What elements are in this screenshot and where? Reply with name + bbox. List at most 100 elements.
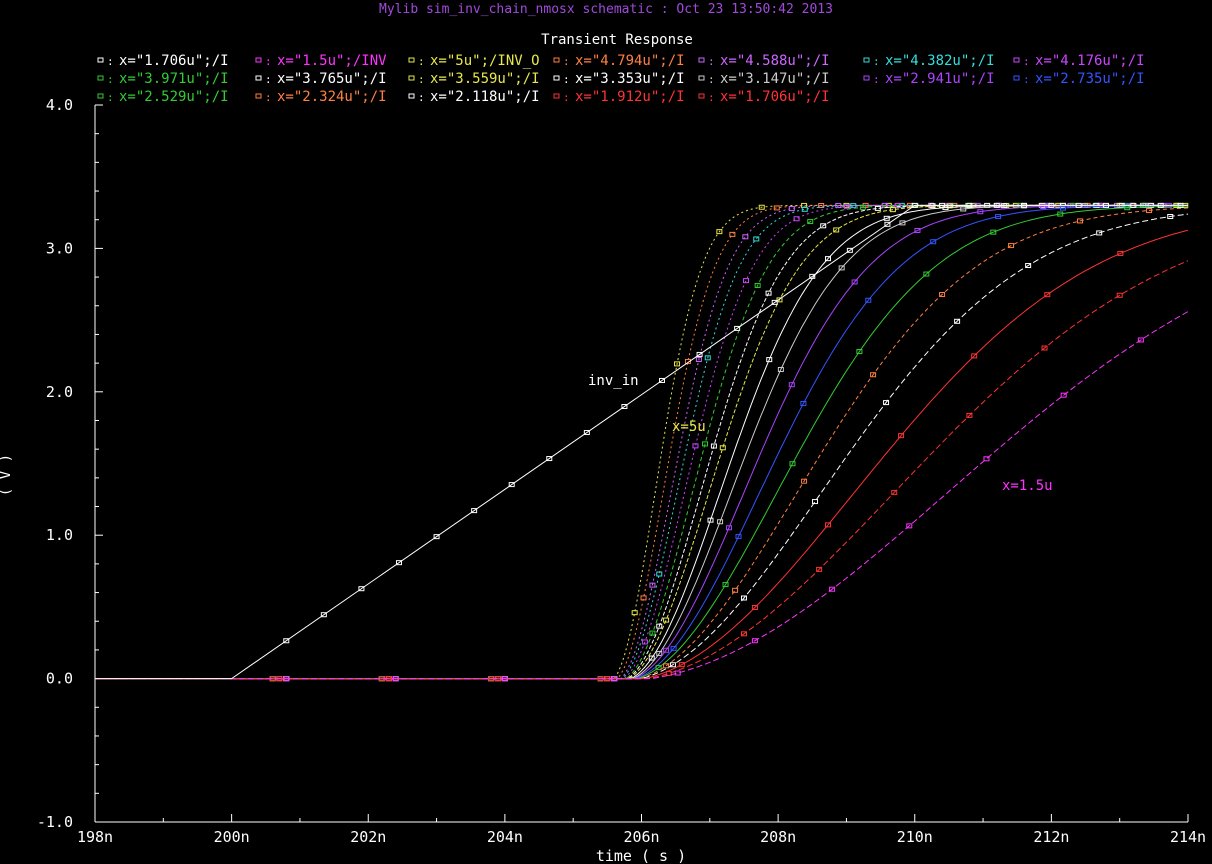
series-marker <box>930 239 937 245</box>
legend-marker <box>97 93 104 99</box>
series-marker <box>740 631 747 637</box>
legend-colon: : <box>873 73 880 86</box>
legend-colon: : <box>265 91 272 104</box>
legend-label: x="3.147u";/I <box>720 71 830 87</box>
series-marker <box>894 202 901 208</box>
chart-title: Transient Response <box>541 32 693 48</box>
y-tick-label: 1.0 <box>46 526 73 544</box>
input-marker <box>433 534 440 540</box>
legend-marker <box>408 75 415 81</box>
series-marker <box>684 358 691 364</box>
x-tick-label: 204n <box>487 828 523 846</box>
y-tick-label: 0.0 <box>46 670 73 688</box>
series-marker <box>800 401 807 407</box>
legend-colon: : <box>418 55 425 68</box>
series-marker <box>788 382 795 388</box>
legend-item: : x="1.912u";/I <box>553 89 685 105</box>
legend-label: x="2.941u";/I <box>885 71 995 87</box>
legend-label: x="1.706u";/I <box>720 89 830 105</box>
series-marker <box>631 610 638 616</box>
series-marker <box>776 297 783 303</box>
series-marker <box>856 349 863 355</box>
legend-marker <box>408 93 415 99</box>
series-marker <box>850 203 857 209</box>
series-marker <box>641 639 648 645</box>
series-marker <box>801 478 808 484</box>
y-tick-label: 2.0 <box>46 383 73 401</box>
series-line <box>95 204 1188 680</box>
series-marker <box>716 229 723 235</box>
series-marker <box>656 623 663 629</box>
legend-label: x="2.735u";/I <box>1035 71 1145 87</box>
series-line <box>95 204 1188 680</box>
legend-item: : x="3.971u";/I <box>97 71 229 87</box>
series-marker <box>824 256 831 262</box>
series-marker <box>870 372 877 378</box>
series-marker <box>655 665 662 671</box>
legend-label: x="4.794u";/I <box>575 53 685 69</box>
legend-colon: : <box>418 73 425 86</box>
legend-label: x="4.588u";/I <box>720 53 830 69</box>
y-tick-label: -1.0 <box>37 813 73 831</box>
legend-marker <box>553 75 560 81</box>
legend-colon: : <box>1023 55 1030 68</box>
series-marker <box>754 282 761 288</box>
series-marker <box>833 227 840 233</box>
x-tick-label: 210n <box>897 828 933 846</box>
series-marker <box>670 645 677 651</box>
legend-item: : x="2.118u";/I <box>408 89 540 105</box>
y-axis-label: ( V ) <box>0 454 14 496</box>
series-marker <box>765 290 772 296</box>
x-tick-label: 202n <box>350 828 386 846</box>
legend-marker <box>255 93 262 99</box>
legend-label: x="1.5u";/INV <box>277 53 387 69</box>
series-marker <box>663 617 670 623</box>
input-marker <box>966 202 973 208</box>
series-marker <box>392 676 399 682</box>
input-marker <box>939 202 946 208</box>
x-axis-label: time ( s ) <box>596 847 686 864</box>
series-marker <box>753 236 760 242</box>
input-marker <box>320 612 327 618</box>
x-tick-label: 212n <box>1033 828 1069 846</box>
legend-item: : x="1.5u";/INV <box>255 53 387 69</box>
series-marker <box>1057 211 1064 217</box>
series-marker <box>1137 337 1144 343</box>
legend-label: x="1.912u";/I <box>575 89 685 105</box>
series-marker <box>1059 205 1066 211</box>
series-line <box>95 260 1189 680</box>
legend-marker <box>97 57 104 63</box>
series-marker <box>1025 263 1032 269</box>
legend-item: : x="4.176u";/I <box>1013 53 1145 69</box>
legend-colon: : <box>873 55 880 68</box>
series-line <box>95 204 1188 680</box>
input-marker <box>358 586 365 592</box>
series-marker <box>898 433 905 439</box>
legend-label: x="3.971u";/I <box>119 71 229 87</box>
legend-colon: : <box>418 91 425 104</box>
series-marker <box>678 662 685 668</box>
series-marker <box>906 523 913 529</box>
legend-marker <box>408 57 415 63</box>
legend-colon: : <box>563 91 570 104</box>
legend-label: x="2.529u";/I <box>119 89 229 105</box>
legend-colon: : <box>1023 73 1030 86</box>
series-marker <box>859 204 866 210</box>
legend-item: : x="2.941u";/I <box>863 71 995 87</box>
series-marker <box>695 356 702 362</box>
legend-marker <box>255 57 262 63</box>
series-marker <box>640 595 647 601</box>
legend-label: x="4.176u";/I <box>1035 53 1145 69</box>
series-marker <box>717 519 724 525</box>
input-series-line <box>95 204 1188 680</box>
series-marker <box>663 647 670 653</box>
series-marker <box>648 655 655 661</box>
input-marker <box>583 430 590 436</box>
legend-marker <box>1013 57 1020 63</box>
y-tick-label: 4.0 <box>46 96 73 114</box>
legend-marker <box>863 57 870 63</box>
series-marker <box>725 525 732 531</box>
series-marker <box>891 489 898 495</box>
series-marker <box>1116 292 1123 298</box>
series-line <box>95 207 1189 680</box>
